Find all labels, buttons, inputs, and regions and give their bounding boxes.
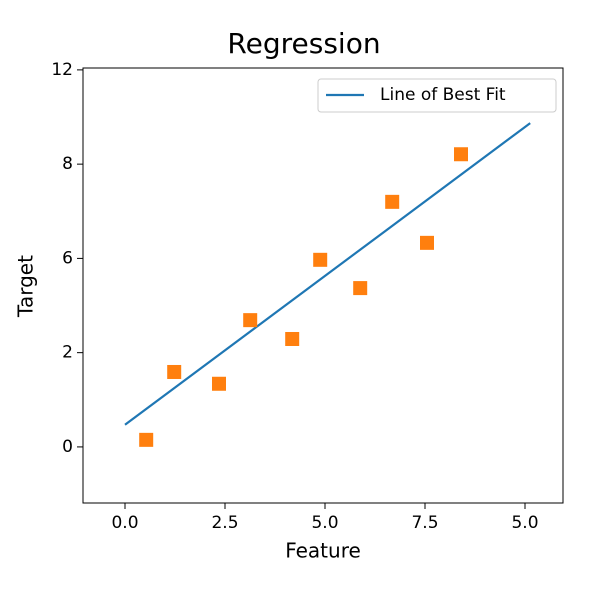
y-tick-label: 0 <box>62 437 73 457</box>
data-point <box>420 235 434 250</box>
plot-frame <box>82 67 564 504</box>
y-tick-label: 12 <box>51 60 73 80</box>
chart-title: Regression <box>227 27 380 60</box>
y-tick-label: 6 <box>62 248 73 268</box>
legend-label: Line of Best Fit <box>380 85 506 105</box>
legend-box <box>317 78 557 113</box>
x-tick-label: 7.5 <box>411 513 438 533</box>
data-point <box>243 313 258 328</box>
fit-line <box>124 122 531 426</box>
data-point <box>167 364 182 379</box>
data-point <box>454 147 468 162</box>
data-point <box>285 331 300 346</box>
y-tick-label: 2 <box>62 343 73 363</box>
data-point <box>385 194 400 209</box>
y-axis-label: Target <box>14 255 38 318</box>
x-tick-label: 5.0 <box>311 513 338 533</box>
y-tick-label: 8 <box>62 154 73 174</box>
x-tick-label: 2.5 <box>211 513 238 533</box>
x-axis-label: Feature <box>285 539 361 563</box>
x-tick-label: 5.0 <box>511 513 538 533</box>
data-point <box>353 281 368 296</box>
data-point <box>139 432 154 447</box>
data-point <box>313 252 328 267</box>
x-tick-label: 0.0 <box>111 513 138 533</box>
data-point <box>212 376 226 391</box>
